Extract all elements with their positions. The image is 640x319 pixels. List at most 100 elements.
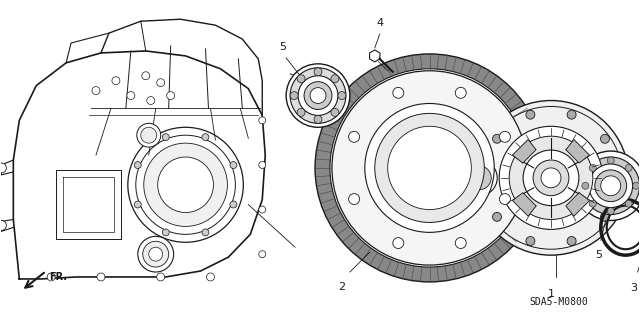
Circle shape — [207, 273, 214, 281]
Circle shape — [589, 200, 596, 207]
Circle shape — [365, 103, 494, 232]
Circle shape — [286, 64, 350, 127]
Circle shape — [137, 123, 161, 147]
Circle shape — [112, 77, 120, 85]
Circle shape — [589, 164, 632, 208]
Circle shape — [493, 212, 502, 221]
Circle shape — [600, 212, 609, 221]
Circle shape — [138, 236, 173, 272]
Circle shape — [259, 251, 266, 258]
Circle shape — [480, 174, 489, 182]
Circle shape — [589, 164, 596, 171]
Circle shape — [314, 68, 322, 76]
Circle shape — [157, 79, 164, 87]
Circle shape — [338, 92, 346, 100]
Circle shape — [128, 127, 243, 242]
Text: SDA5-M0800: SDA5-M0800 — [529, 297, 588, 307]
Circle shape — [230, 162, 237, 168]
Circle shape — [541, 168, 561, 188]
Circle shape — [144, 143, 227, 226]
Circle shape — [467, 166, 492, 190]
Circle shape — [625, 200, 632, 207]
Circle shape — [607, 208, 614, 214]
Circle shape — [601, 176, 621, 196]
Circle shape — [375, 114, 484, 222]
Circle shape — [166, 92, 175, 100]
Circle shape — [304, 82, 332, 109]
Circle shape — [455, 238, 467, 249]
Circle shape — [331, 75, 339, 83]
Circle shape — [523, 150, 579, 205]
Circle shape — [331, 108, 339, 116]
Polygon shape — [513, 139, 536, 163]
Text: 5: 5 — [595, 250, 602, 260]
Circle shape — [509, 136, 593, 219]
Text: 5: 5 — [280, 42, 287, 52]
Circle shape — [147, 97, 155, 105]
Circle shape — [493, 134, 502, 143]
Circle shape — [259, 206, 266, 213]
Circle shape — [479, 107, 623, 249]
Circle shape — [526, 110, 535, 119]
Circle shape — [526, 237, 535, 245]
Circle shape — [259, 161, 266, 168]
Circle shape — [332, 71, 527, 265]
Circle shape — [297, 75, 305, 83]
Polygon shape — [566, 139, 589, 163]
Circle shape — [330, 69, 529, 267]
Circle shape — [47, 273, 55, 281]
Text: FR.: FR. — [49, 272, 67, 282]
Circle shape — [607, 157, 614, 164]
Circle shape — [297, 108, 305, 116]
Polygon shape — [566, 193, 589, 216]
Circle shape — [143, 241, 169, 267]
Circle shape — [349, 131, 360, 142]
Circle shape — [202, 134, 209, 141]
Circle shape — [134, 201, 141, 208]
Circle shape — [613, 174, 622, 182]
Text: 1: 1 — [547, 289, 554, 299]
Circle shape — [148, 247, 163, 261]
Circle shape — [163, 229, 169, 236]
Circle shape — [567, 110, 576, 119]
Circle shape — [582, 182, 589, 189]
Circle shape — [134, 162, 141, 168]
Circle shape — [298, 76, 338, 115]
Circle shape — [499, 131, 511, 142]
Circle shape — [290, 68, 346, 123]
Circle shape — [0, 163, 6, 173]
Circle shape — [461, 160, 497, 196]
Text: 3: 3 — [630, 283, 637, 293]
Circle shape — [290, 92, 298, 100]
Circle shape — [499, 194, 511, 204]
Circle shape — [157, 273, 164, 281]
Circle shape — [576, 151, 640, 220]
Circle shape — [259, 117, 266, 124]
Text: 4: 4 — [376, 18, 383, 28]
Circle shape — [499, 126, 603, 229]
Circle shape — [474, 100, 628, 255]
Circle shape — [310, 88, 326, 103]
Circle shape — [567, 237, 576, 245]
Circle shape — [315, 54, 544, 282]
Circle shape — [632, 182, 639, 189]
Circle shape — [582, 157, 639, 214]
Circle shape — [141, 127, 157, 143]
Circle shape — [202, 229, 209, 236]
Circle shape — [142, 72, 150, 80]
Circle shape — [625, 164, 632, 171]
Circle shape — [136, 135, 236, 234]
Circle shape — [230, 201, 237, 208]
Circle shape — [0, 220, 6, 230]
Circle shape — [157, 157, 214, 212]
Circle shape — [163, 134, 169, 141]
Circle shape — [349, 194, 360, 204]
Circle shape — [393, 87, 404, 98]
Circle shape — [533, 160, 569, 196]
Circle shape — [92, 87, 100, 94]
Circle shape — [97, 273, 105, 281]
Circle shape — [595, 170, 627, 202]
Circle shape — [393, 238, 404, 249]
Text: 2: 2 — [339, 282, 346, 292]
Polygon shape — [513, 193, 536, 216]
